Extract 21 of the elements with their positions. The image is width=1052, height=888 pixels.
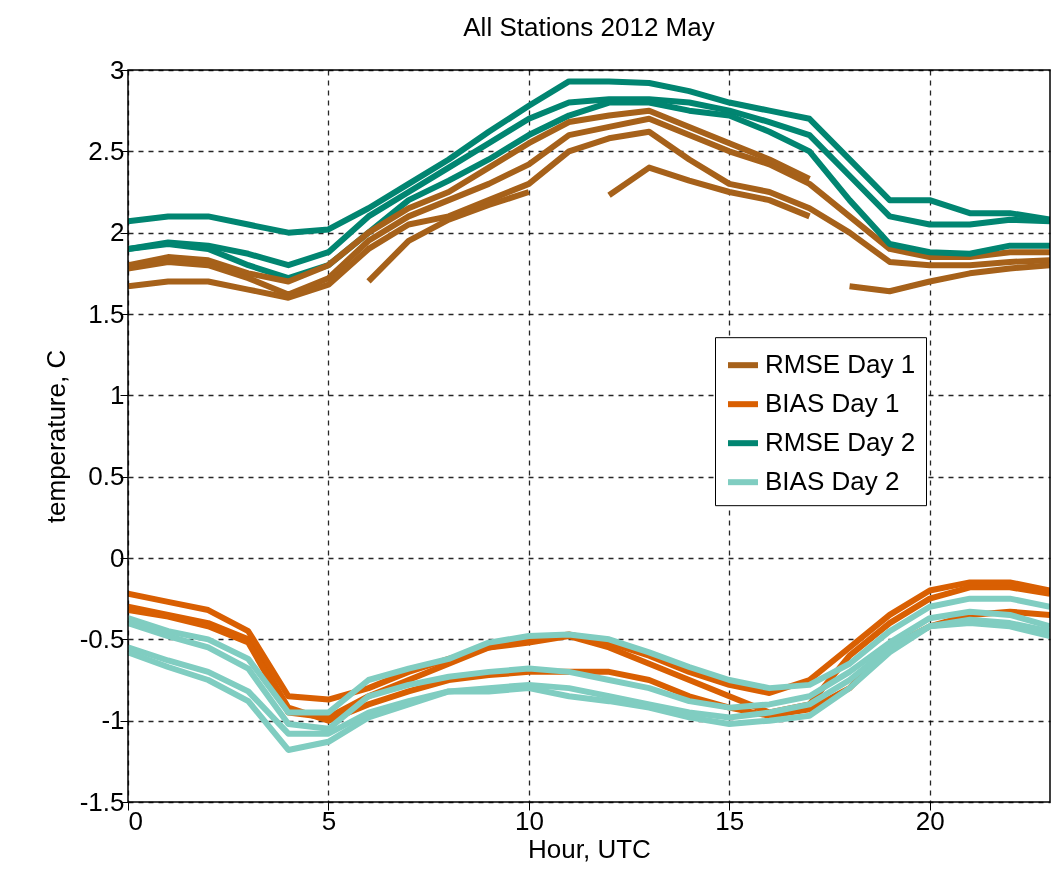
legend-label: RMSE Day 1: [765, 349, 916, 380]
x-tick-label: 5: [321, 805, 337, 836]
y-tick-label: -1: [101, 705, 125, 736]
y-tick-label: 3: [110, 54, 125, 85]
x-tick-label: 20: [915, 805, 945, 836]
chart-title: All Stations 2012 May: [463, 12, 715, 42]
y-tick-label: 2: [110, 217, 125, 248]
legend-label: RMSE Day 2: [765, 427, 916, 458]
legend-label: BIAS Day 2: [765, 466, 900, 497]
y-axis-title: temperature, C: [40, 349, 71, 524]
x-tick-label: 10: [514, 805, 544, 836]
y-tick-label: -1.5: [79, 786, 125, 817]
x-tick-label: 15: [715, 805, 745, 836]
y-tick-label: 1.5: [88, 298, 125, 329]
legend-label: BIAS Day 1: [765, 388, 900, 419]
y-tick-label: 1: [110, 379, 125, 410]
y-tick-label: 2.5: [88, 135, 125, 166]
y-tick-label: 0: [110, 542, 125, 573]
y-tick-label: 0.5: [88, 461, 125, 492]
y-tick-label: -0.5: [79, 623, 125, 654]
x-axis-title: Hour, UTC: [528, 833, 651, 864]
